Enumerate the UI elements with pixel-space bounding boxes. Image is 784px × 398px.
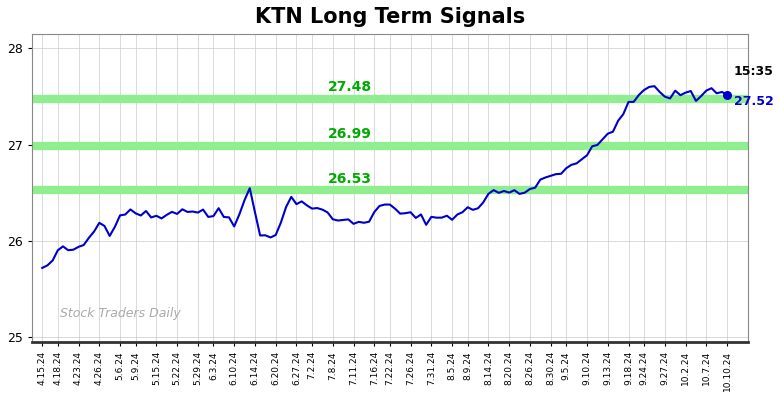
Text: 26.99: 26.99 <box>328 127 372 141</box>
Text: 27.52: 27.52 <box>734 95 774 108</box>
Text: 15:35: 15:35 <box>734 65 774 78</box>
Text: 26.53: 26.53 <box>328 172 372 185</box>
Text: 27.48: 27.48 <box>328 80 372 94</box>
Point <box>720 92 733 98</box>
Title: KTN Long Term Signals: KTN Long Term Signals <box>255 7 525 27</box>
Text: Stock Traders Daily: Stock Traders Daily <box>60 308 181 320</box>
